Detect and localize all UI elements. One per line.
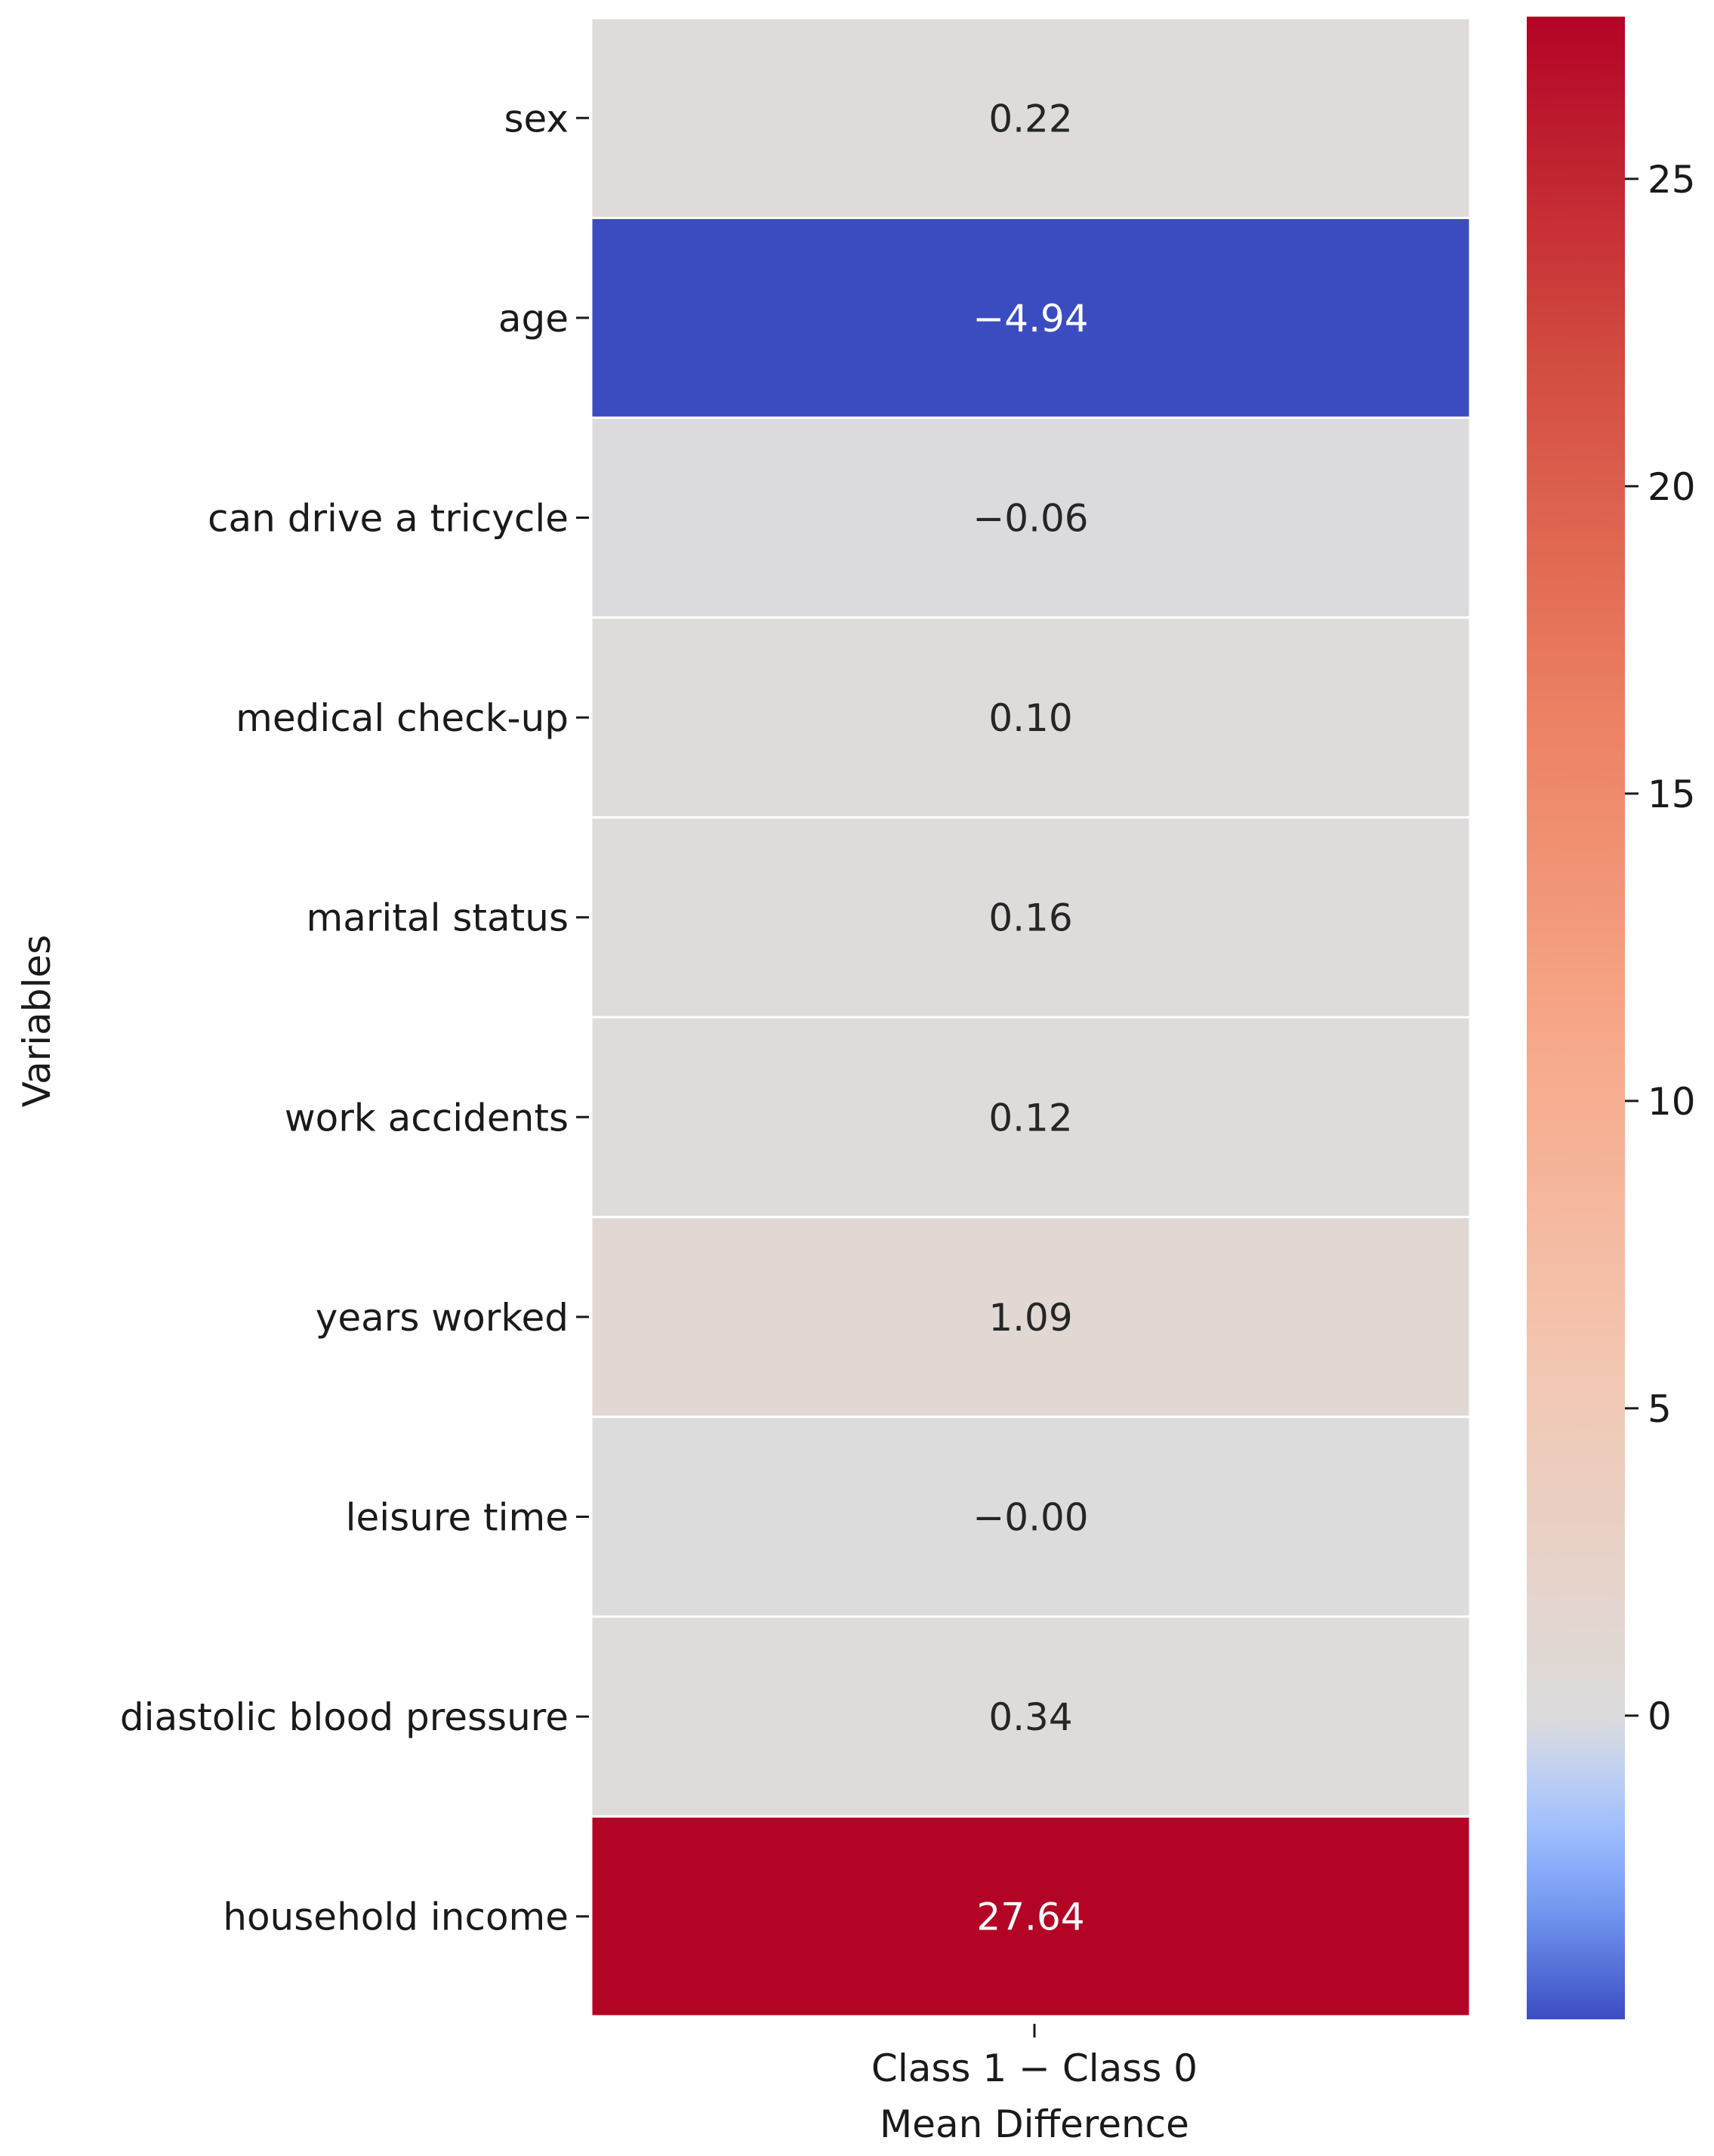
colorbar-tick-label: 20 (1648, 465, 1696, 509)
colorbar-gradient (1527, 17, 1625, 2019)
heatmap-cell-leisure-time (590, 1415, 1472, 1618)
heatmap-cells: 0.22 −4.94 −0.06 0.10 0.16 0.12 1.09 −0.00 0.34 2… (590, 17, 1472, 2018)
cell-value-work-accidents: 0.12 (988, 1096, 1072, 1140)
row-label-household-income: household income (223, 1895, 569, 1939)
row-label-work-accidents: work accidents (285, 1096, 569, 1140)
cell-value-years-worked: 1.09 (988, 1296, 1072, 1340)
row-label-can-drive-a-tricycle: can drive a tricycle (208, 497, 569, 541)
colorbar-ticks: 0 5 10 15 20 25 (1625, 158, 1696, 1738)
cell-value-marital-status: 0.16 (988, 896, 1072, 940)
heatmap-cell-marital-status (590, 816, 1472, 1019)
heatmap-cell-can-drive-a-tricycle (590, 416, 1472, 619)
cell-value-can-drive-a-tricycle: −0.06 (973, 497, 1088, 541)
row-label-age: age (498, 297, 569, 341)
cell-value-medical-check-up: 0.10 (988, 696, 1072, 740)
colorbar-tick-label: 0 (1648, 1695, 1672, 1738)
cell-value-sex: 0.22 (988, 97, 1072, 140)
heatmap-cell-sex (590, 17, 1472, 220)
x-tick-label: Class 1 − Class 0 (871, 2047, 1198, 2090)
colorbar: 0 5 10 15 20 25 (1527, 17, 1696, 2019)
heatmap-cell-work-accidents (590, 1016, 1472, 1219)
row-label-medical-check-up: medical check-up (236, 696, 569, 740)
colorbar-tick-label: 15 (1648, 773, 1696, 816)
heatmap-cell-household-income (590, 1815, 1472, 2018)
colorbar-tick-label: 5 (1648, 1387, 1672, 1431)
y-axis-title: Variables (15, 935, 59, 1108)
cell-value-leisure-time: −0.00 (973, 1496, 1088, 1540)
x-axis-title: Mean Difference (880, 2102, 1189, 2146)
cell-value-age: −4.94 (973, 297, 1088, 341)
row-label-marital-status: marital status (307, 896, 569, 940)
row-label-years-worked: years worked (316, 1296, 569, 1340)
row-label-sex: sex (504, 97, 569, 140)
colorbar-tick-label: 10 (1648, 1080, 1696, 1124)
row-label-leisure-time: leisure time (346, 1496, 569, 1540)
row-label-diastolic-blood-pressure: diastolic blood pressure (120, 1695, 569, 1739)
cell-value-household-income: 27.64 (976, 1895, 1084, 1939)
row-labels: sex age can drive a tricycle medical check-… (120, 97, 589, 1939)
heatmap-cell-years-worked (590, 1216, 1472, 1418)
cell-value-diastolic-blood-pressure: 0.34 (988, 1695, 1072, 1739)
heatmap-cell-age (590, 217, 1472, 419)
colorbar-tick-label: 25 (1648, 158, 1696, 202)
x-axis: Class 1 − Class 0 Mean Difference (871, 2024, 1198, 2146)
heatmap-cell-medical-check-up (590, 616, 1472, 819)
